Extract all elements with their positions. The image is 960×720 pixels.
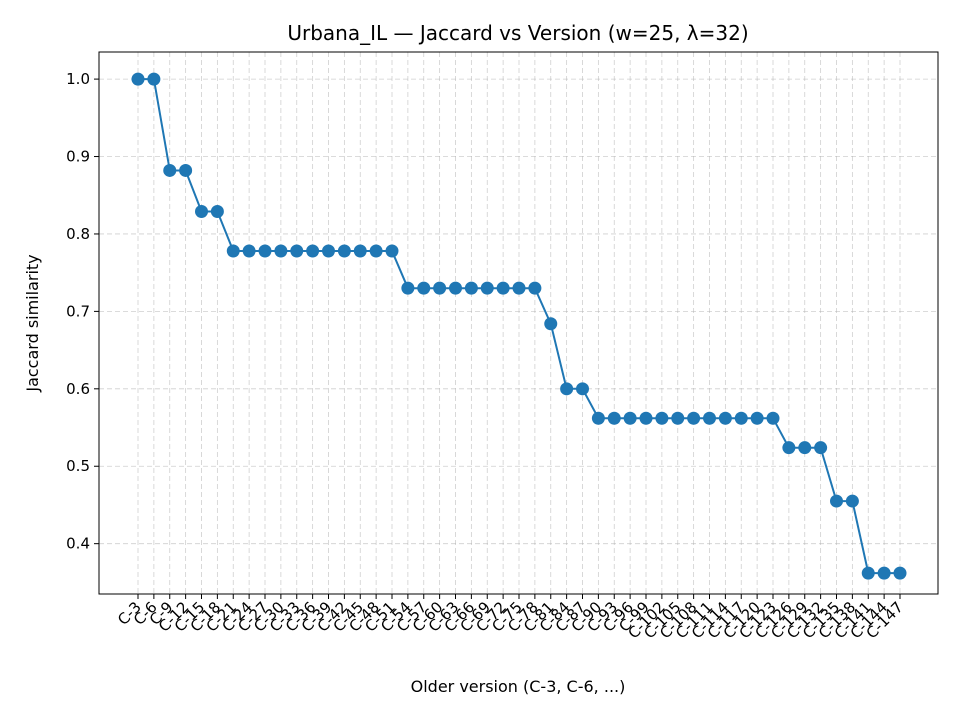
data-point [798, 441, 812, 455]
data-point [734, 411, 748, 425]
y-tick-label: 0.6 [66, 380, 90, 398]
data-point [528, 281, 542, 295]
chart-title: Urbana_IL — Jaccard vs Version (w=25, λ=… [287, 21, 748, 45]
data-point [861, 566, 875, 580]
data-point [433, 281, 447, 295]
data-point [718, 411, 732, 425]
data-point [385, 244, 399, 258]
data-point [703, 411, 716, 425]
data-point [607, 411, 621, 425]
data-point [544, 317, 558, 331]
data-point [337, 244, 351, 258]
data-point [417, 281, 431, 295]
data-point [369, 244, 383, 258]
data-point [877, 566, 891, 580]
data-point [655, 411, 669, 425]
data-point [750, 411, 764, 425]
y-tick-label: 0.9 [66, 148, 90, 166]
series-points [131, 72, 907, 580]
x-axis: C-3C-6C-9C-12C-15C-18C-21C-24C-27C-30C-3… [114, 594, 907, 642]
data-point [353, 244, 367, 258]
data-point [306, 244, 320, 258]
data-point [163, 163, 177, 177]
data-point [496, 281, 510, 295]
data-point [322, 244, 335, 258]
data-point [830, 494, 843, 508]
data-point [671, 411, 685, 425]
data-point [179, 163, 193, 177]
x-axis-label: Older version (C-3, C-6, ...) [411, 677, 626, 696]
data-point [591, 411, 605, 425]
data-point [290, 244, 304, 258]
y-tick-label: 1.0 [66, 70, 90, 88]
y-tick-label: 0.4 [66, 535, 90, 553]
y-tick-label: 0.8 [66, 225, 90, 243]
data-point [893, 566, 907, 580]
grid [99, 52, 938, 594]
y-tick-label: 0.7 [66, 302, 90, 320]
data-point [147, 72, 161, 86]
data-point [242, 244, 256, 258]
data-point [274, 244, 288, 258]
y-axis: 0.4 0.5 0.6 0.7 0.8 0.9 1.0 [66, 70, 99, 553]
data-point [845, 494, 859, 508]
data-point [782, 441, 796, 455]
data-point [687, 411, 701, 425]
plot-frame [98, 51, 939, 595]
data-point [401, 281, 415, 295]
data-point [560, 382, 574, 396]
data-point [210, 205, 224, 219]
data-point [512, 281, 526, 295]
data-point [258, 244, 272, 258]
data-point [480, 281, 494, 295]
y-tick-label: 0.5 [66, 457, 90, 475]
data-point [226, 244, 240, 258]
data-point [814, 441, 828, 455]
data-point [766, 411, 780, 425]
data-point [464, 281, 478, 295]
data-point [576, 382, 589, 396]
data-point [131, 72, 145, 86]
data-point [195, 205, 208, 219]
y-axis-label: Jaccard similarity [23, 254, 42, 392]
data-point [449, 281, 462, 295]
data-point [639, 411, 653, 425]
data-point [623, 411, 637, 425]
